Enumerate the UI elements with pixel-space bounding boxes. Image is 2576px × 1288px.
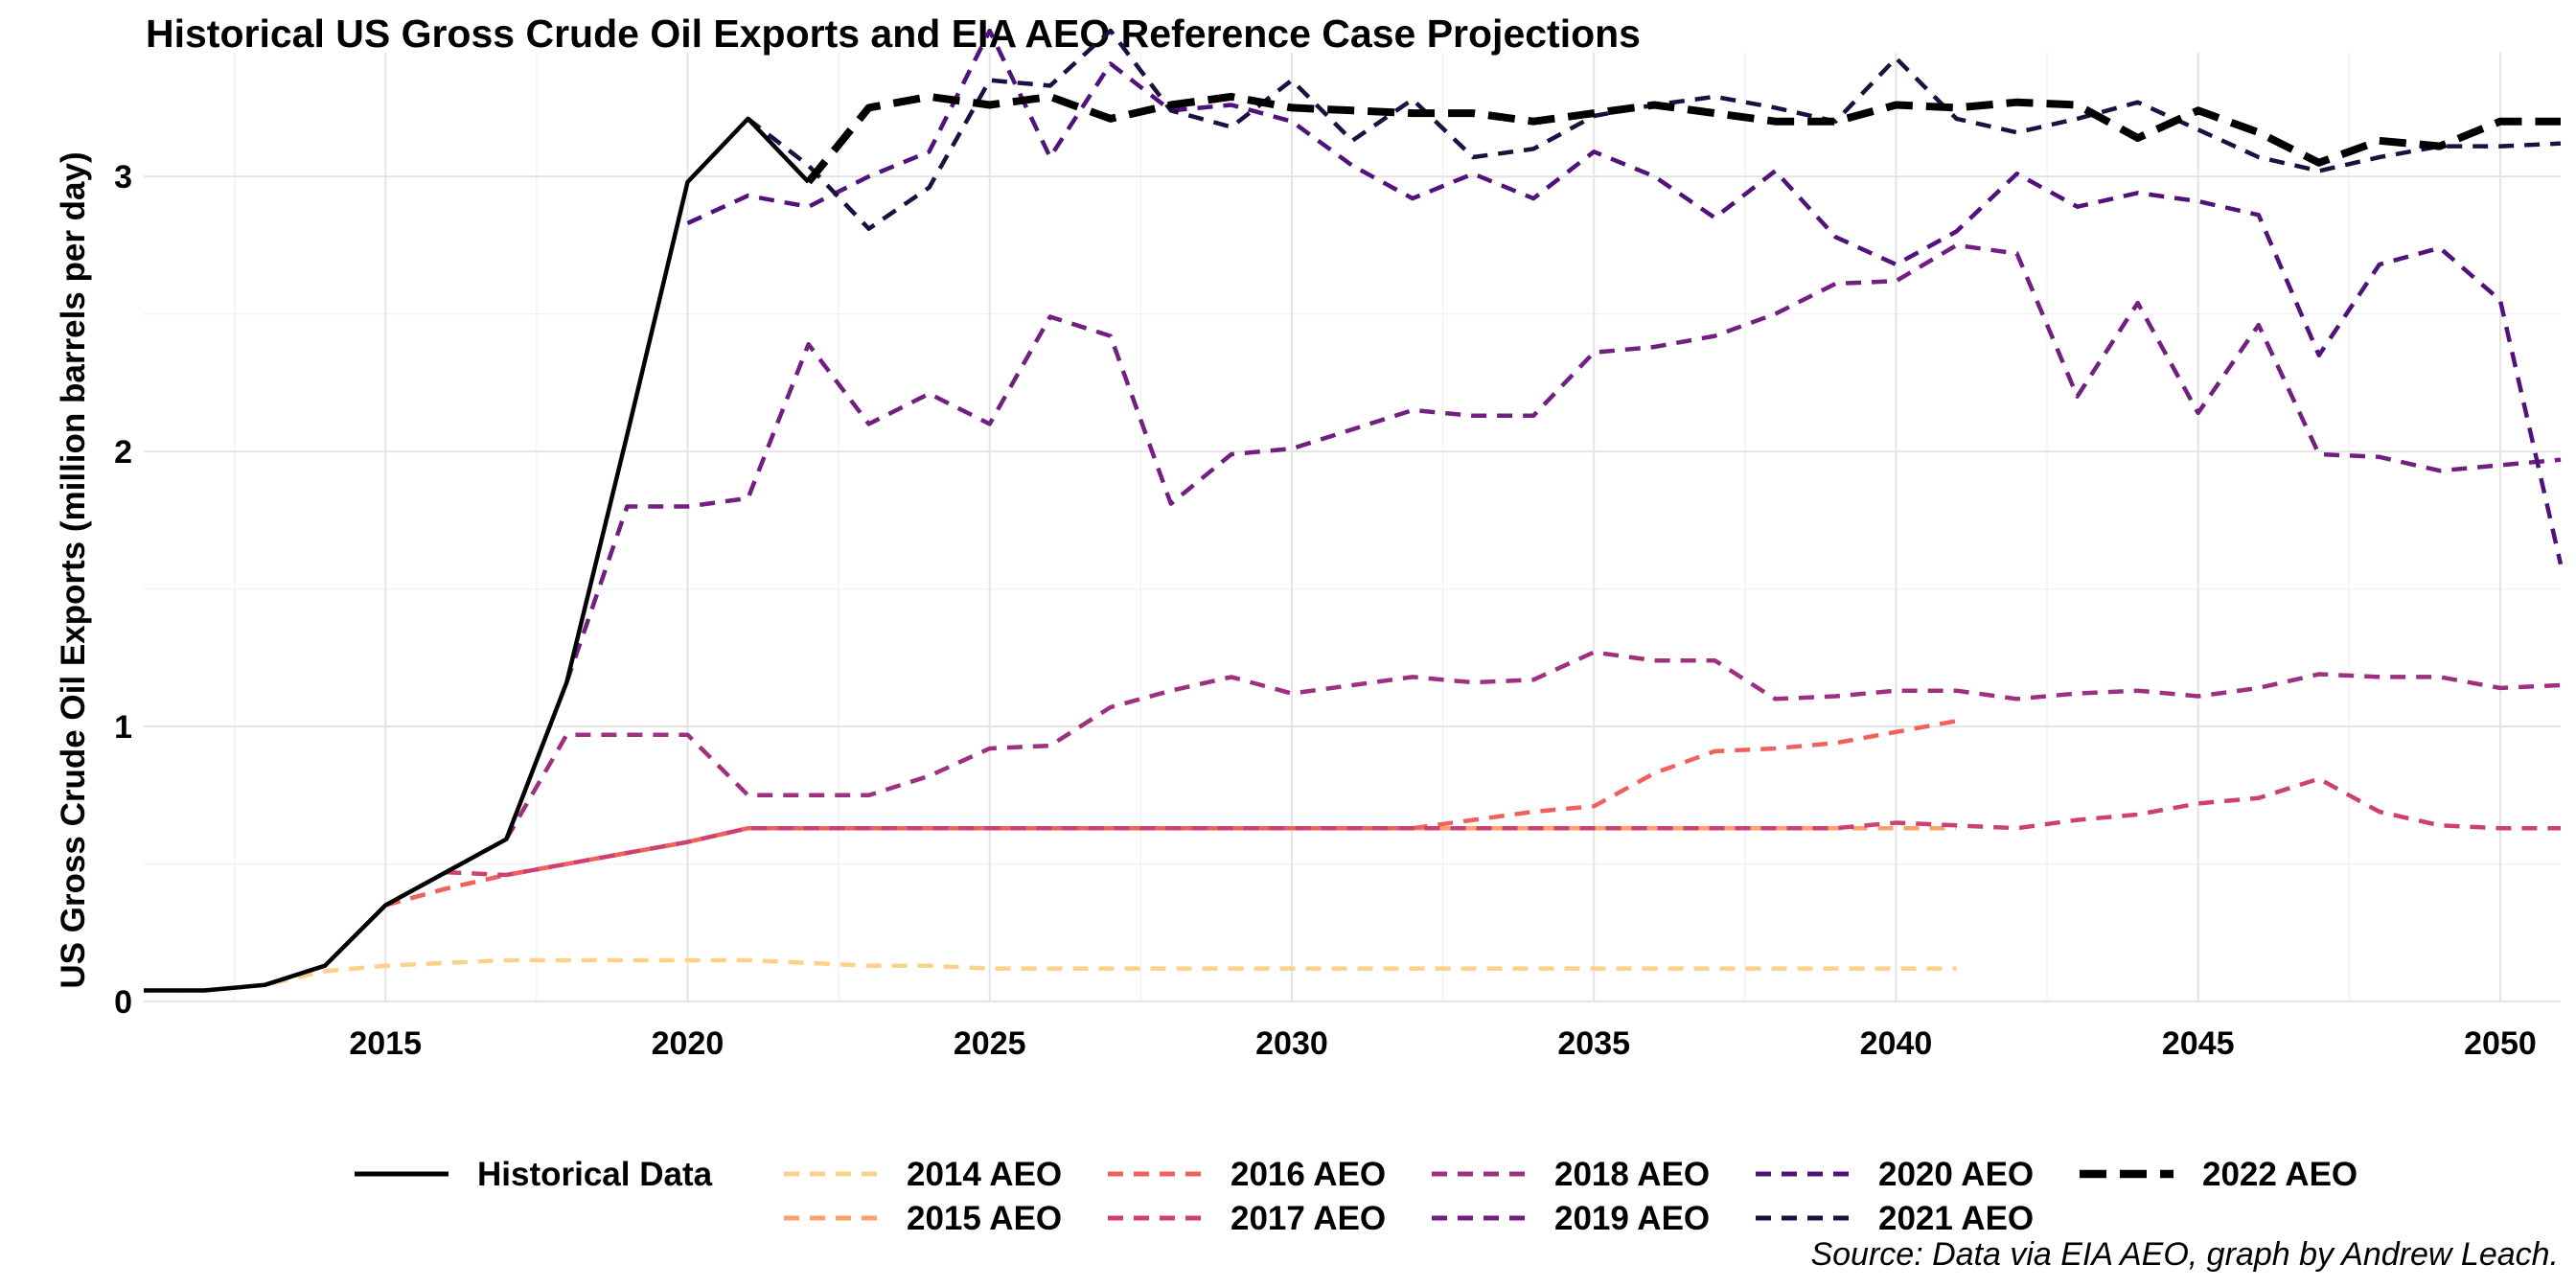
chart-title: Historical US Gross Crude Oil Exports an… [146,12,1641,56]
series-line-2020-aeo [686,28,2564,565]
series-line-2019-aeo [564,242,2562,683]
x-tick-label: 2030 [1255,1025,1328,1062]
series-line-2017-aeo [446,776,2561,878]
legend-label: 2020 AEO [1878,1156,2034,1193]
legend: Historical Data 2014 AEO 2015 AEO 2016 AEO 2… [355,1156,2358,1237]
x-tick-label: 2050 [2464,1025,2537,1062]
series-line-2015-aeo [384,825,1957,908]
legend-label: 2019 AEO [1554,1200,1710,1237]
legend-label: Historical Data [477,1156,713,1193]
legend-label: 2018 AEO [1554,1156,1710,1193]
x-tick-label: 2035 [1557,1025,1630,1062]
legend-label: 2015 AEO [907,1200,1062,1237]
grid-lines [144,53,2561,1002]
x-tick-label: 2040 [1860,1025,1933,1062]
y-tick-label: 1 [114,709,132,746]
x-tick-label: 2025 [954,1025,1026,1062]
series-line-2022-aeo [805,92,2561,185]
series-line-2021-aeo [747,28,2562,231]
legend-label: 2022 AEO [2202,1156,2358,1193]
tick-labels: 2015 2020 2025 2030 2035 2040 2045 2050 0 1 2 3 [114,159,2537,1062]
y-tick-label: 3 [114,159,132,196]
legend-label: 2017 AEO [1230,1200,1386,1237]
y-tick-label: 2 [114,434,132,471]
source-note: Source: Data via EIA AEO, graph by Andre… [1810,1236,2559,1273]
legend-label: 2016 AEO [1230,1156,1386,1193]
x-tick-label: 2045 [2162,1025,2235,1062]
y-axis-title: US Gross Crude Oil Exports (million barr… [55,151,92,988]
y-tick-label: 0 [114,984,132,1021]
legend-label: 2014 AEO [907,1156,1062,1193]
series-line-2014-aeo [144,957,1957,993]
x-tick-label: 2020 [652,1025,724,1062]
x-tick-label: 2015 [349,1025,422,1062]
series-line-historical-data [144,116,811,993]
legend-label: 2021 AEO [1878,1200,2034,1237]
series-line-2018-aeo [504,650,2562,840]
series-lines [144,28,2564,993]
series-line-2016-aeo [384,719,1957,908]
